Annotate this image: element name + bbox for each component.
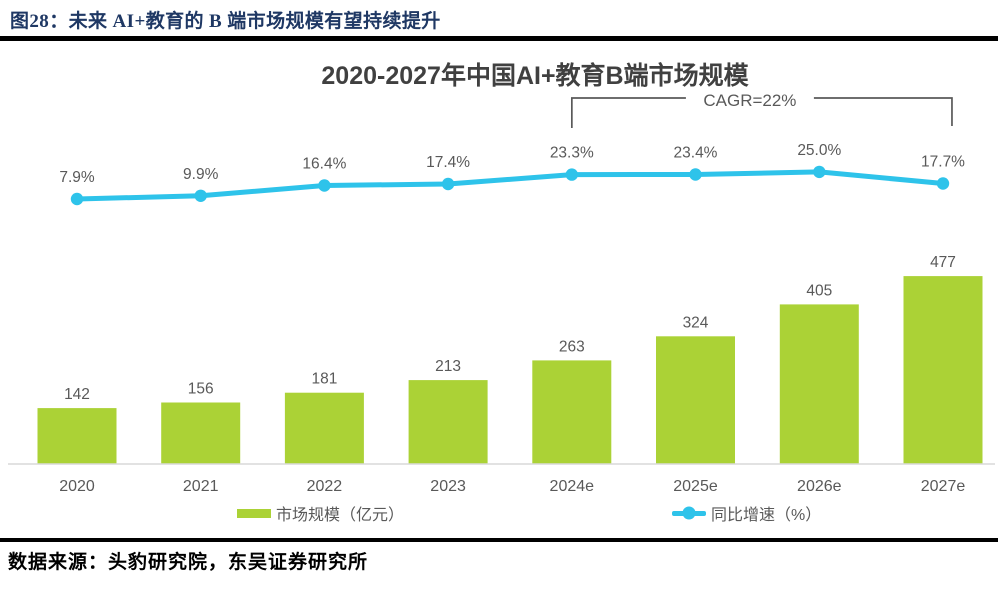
bar-2022: [284, 392, 364, 464]
growth-value-label: 23.3%: [550, 145, 594, 162]
growth-value-label: 23.4%: [674, 145, 718, 162]
bar-2024e: [532, 360, 612, 464]
bottom-divider: [0, 538, 998, 542]
growth-value-label: 25.0%: [797, 142, 841, 159]
line-series-swatch: [672, 506, 706, 520]
legend-label-growth-rate: 同比增速（%）: [711, 507, 822, 524]
growth-value-label: 9.9%: [183, 166, 219, 183]
growth-value-label: 17.4%: [426, 154, 470, 171]
x-tick-label: 2022: [307, 478, 343, 495]
top-divider: [0, 36, 998, 41]
bar-2027e: [903, 276, 983, 464]
line-marker-2021: [194, 189, 207, 202]
line-swatch-dot-icon: [682, 506, 696, 520]
legend-item-growth-rate: 同比增速（%）: [672, 502, 821, 524]
x-tick-label: 2020: [59, 478, 95, 495]
bar-value-label: 263: [559, 338, 585, 355]
x-tick-label: 2021: [183, 478, 219, 495]
line-marker-2023: [441, 177, 455, 191]
growth-value-label: 7.9%: [59, 169, 95, 186]
legend-item-market-size: 市场规模（亿元）: [237, 502, 404, 524]
line-marker-2020: [70, 192, 84, 206]
bar-2026e: [779, 304, 859, 464]
bar-2020: [37, 408, 117, 464]
cagr-bracket: [570, 97, 953, 128]
x-tick-label: 2027e: [921, 478, 966, 495]
bar-value-label: 142: [64, 386, 90, 403]
bar-series-swatch: [237, 508, 271, 518]
x-tick-label: 2026e: [797, 478, 842, 495]
line-marker-2022: [318, 179, 331, 192]
bar-value-label: 213: [435, 358, 461, 375]
x-tick-label: 2023: [430, 478, 466, 495]
bar-2023: [408, 380, 488, 464]
line-marker-2027e: [936, 177, 950, 190]
cagr-label: CAGR=22%: [703, 91, 796, 110]
growth-value-label: 16.4%: [302, 156, 346, 173]
figure-caption: 图28：未来 AI+教育的 B 端市场规模有望持续提升: [10, 11, 441, 32]
bar-value-label: 324: [683, 314, 709, 331]
bar-2025e: [656, 336, 735, 464]
line-marker-2026e: [813, 165, 826, 179]
growth-line: [74, 169, 946, 202]
growth-value-label: 17.7%: [921, 154, 965, 171]
bar-value-label: 477: [930, 254, 956, 271]
line-marker-2024e: [565, 168, 578, 181]
chart-title: 2020-2027年中国AI+教育B端市场规模: [321, 62, 749, 90]
legend-label-market-size: 市场规模（亿元）: [276, 507, 405, 524]
bar-value-label: 405: [806, 282, 832, 299]
line-marker-2025e: [689, 168, 702, 181]
bar-value-label: 156: [188, 381, 214, 398]
bar-value-label: 181: [311, 371, 337, 388]
bar-2021: [161, 402, 241, 464]
x-tick-label: 2025e: [673, 478, 718, 495]
x-tick-label: 2024e: [550, 478, 595, 495]
source-note: 数据来源：头豹研究院，东吴证券研究所: [8, 552, 369, 573]
